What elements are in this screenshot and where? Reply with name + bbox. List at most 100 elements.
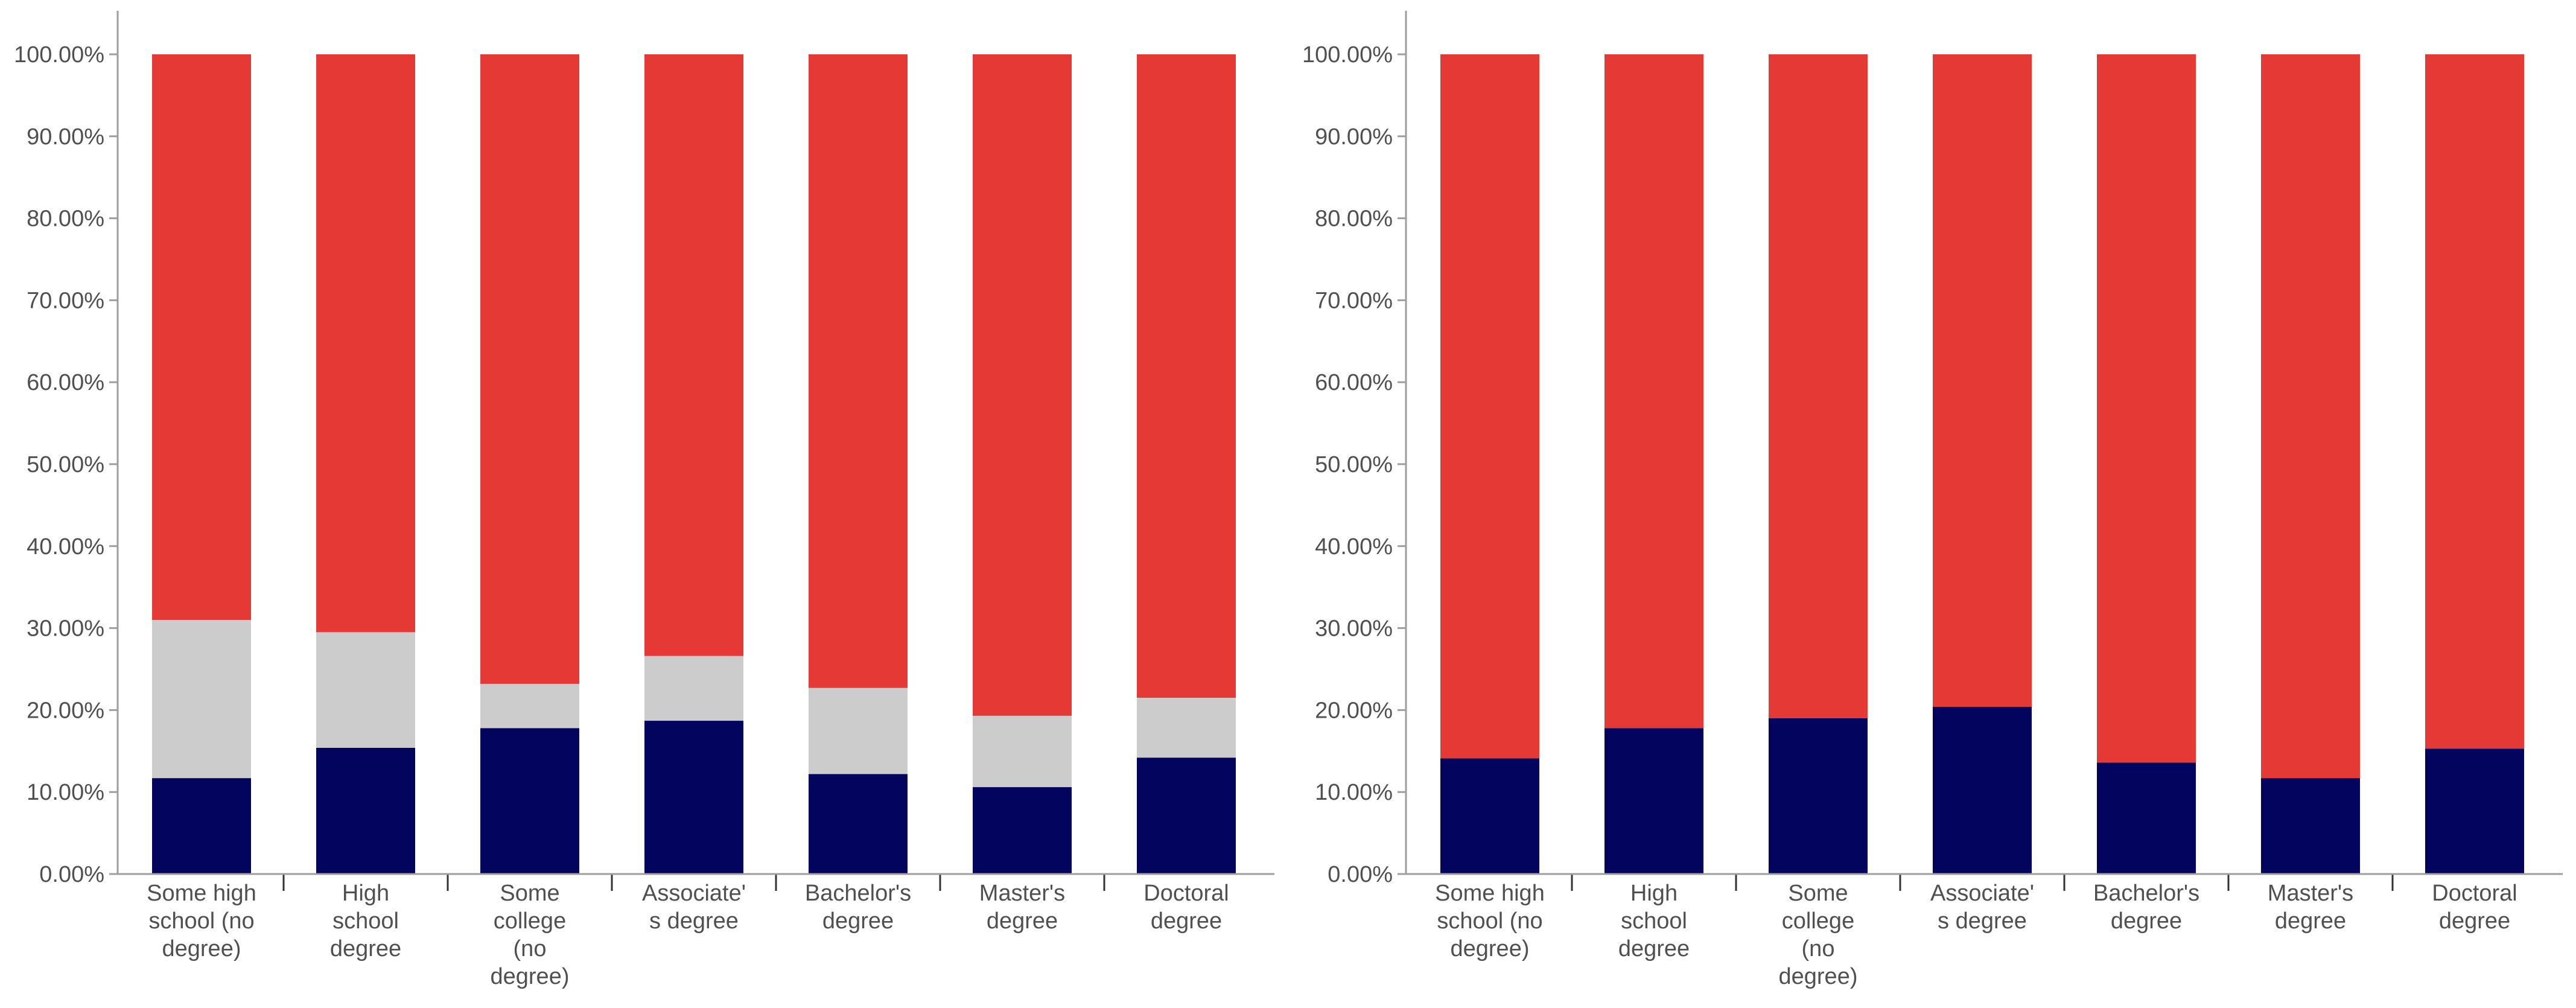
x-category-label: Some college (no degree) xyxy=(491,881,570,989)
bar-segment-top xyxy=(316,54,415,633)
y-tick-label: 30.00% xyxy=(1315,616,1393,642)
y-tick-label: 0.00% xyxy=(1328,862,1393,887)
bar-segment-middle xyxy=(1137,698,1236,758)
y-tick-label: 70.00% xyxy=(27,288,104,313)
bar-segment-top xyxy=(480,54,579,684)
y-tick-label: 100.00% xyxy=(14,42,104,68)
x-category-label: Some college (no degree) xyxy=(1779,881,1858,989)
x-category-label-line: High xyxy=(1630,881,1678,906)
stacked-bar-chart-right: 0.00% 10.00% 20.00% 30.00% 40.00% 50.00% 60.00… xyxy=(1302,11,2563,989)
bar-segment-top xyxy=(644,54,743,656)
x-category-label: Doctoral degree xyxy=(2432,881,2517,934)
bar-segment-bottom xyxy=(1769,718,1868,874)
x-category-label-line: Bachelor's xyxy=(805,881,911,906)
bar-segment-top xyxy=(1440,54,1539,759)
x-category-label: Some high school (no degree) xyxy=(147,881,256,962)
x-category-label-line: school (no xyxy=(148,908,254,934)
y-tick-label: 100.00% xyxy=(1302,42,1393,68)
x-category-label: Bachelor's degree xyxy=(2093,881,2199,934)
x-category-label-line: Master's xyxy=(2268,881,2353,906)
x-category-label-line: degree) xyxy=(1779,964,1858,989)
bar-segment-middle xyxy=(644,656,743,721)
x-category-label-line: college xyxy=(1782,908,1854,934)
stacked-bar-chart-left: 0.00% 10.00% 20.00% 30.00% 40.00% 50.00% 60.00… xyxy=(14,11,1274,989)
x-category-label-line: Doctoral xyxy=(1143,881,1229,906)
bar-segment-middle xyxy=(480,683,579,729)
bar-segment-bottom xyxy=(2425,748,2524,874)
x-category-label-line: (no xyxy=(1802,936,1835,962)
bar-segment-top xyxy=(2097,54,2196,763)
bar-segment-top xyxy=(809,54,908,688)
bar-segment-bottom xyxy=(809,774,908,874)
x-category-label-line: Some xyxy=(500,881,559,906)
bar-segment-middle xyxy=(809,687,908,774)
bar-segment-top xyxy=(1769,54,1868,718)
y-tick-label: 80.00% xyxy=(27,206,104,232)
bar-segment-bottom xyxy=(1604,728,1703,874)
x-category-label-line: school (no xyxy=(1437,908,1542,934)
bar-segment-bottom xyxy=(2097,762,2196,874)
bar-segment-top xyxy=(1604,54,1703,729)
x-category-label: High school degree xyxy=(330,881,401,962)
x-category-label-line: degree xyxy=(2439,908,2510,934)
y-tick-label: 60.00% xyxy=(1315,370,1393,395)
bar-segment-bottom xyxy=(1440,758,1539,874)
x-category-label: Associate' s degree xyxy=(642,881,746,934)
y-tick-label: 50.00% xyxy=(1315,452,1393,477)
chart-panel-left: 0.00% 10.00% 20.00% 30.00% 40.00% 50.00% 60.00… xyxy=(14,11,1274,989)
bar-segment-bottom xyxy=(644,721,743,874)
bar-segment-bottom xyxy=(1933,706,2032,874)
x-category-label-line: degree) xyxy=(491,964,570,989)
x-category-label-line: degree xyxy=(1618,936,1690,962)
x-category-label-line: High xyxy=(342,881,389,906)
x-category-label-line: degree xyxy=(2275,908,2346,934)
x-category-label-line: Master's xyxy=(979,881,1065,906)
x-category-label-line: (no xyxy=(514,936,547,962)
bar-segment-bottom xyxy=(2261,778,2360,874)
x-category-label: High school degree xyxy=(1618,881,1690,962)
x-category-label-line: Some high xyxy=(147,881,256,906)
x-category-label-line: Some xyxy=(1788,881,1848,906)
y-tick-label: 50.00% xyxy=(27,452,104,477)
bar-segment-top xyxy=(1137,54,1236,698)
x-category-label-line: degree) xyxy=(162,936,241,962)
bar-segment-bottom xyxy=(316,747,415,874)
y-tick-label: 60.00% xyxy=(27,370,104,395)
x-category-label-line: Associate' xyxy=(1930,881,2034,906)
y-tick-label: 40.00% xyxy=(27,534,104,560)
bar-segment-middle xyxy=(152,620,251,779)
bar-segment-bottom xyxy=(1137,758,1236,874)
x-category-label-line: degree xyxy=(330,936,401,962)
x-category-label-line: degree xyxy=(1151,908,1222,934)
x-category-label-line: degree) xyxy=(1451,936,1530,962)
x-category-label-line: s degree xyxy=(649,908,739,934)
x-category-label-line: degree xyxy=(2111,908,2182,934)
y-tick-label: 30.00% xyxy=(27,616,104,642)
bar-segment-top xyxy=(2261,54,2360,779)
x-category-label: Some high school (no degree) xyxy=(1435,881,1545,962)
y-tick-label: 0.00% xyxy=(39,862,104,887)
y-tick-label: 90.00% xyxy=(1315,124,1393,150)
bar-segment-middle xyxy=(316,632,415,748)
bar-segment-top xyxy=(973,54,1072,716)
x-category-label-line: degree xyxy=(987,908,1058,934)
bar-segment-top xyxy=(152,54,251,620)
x-category-label-line: college xyxy=(494,908,566,934)
x-category-label: Doctoral degree xyxy=(1143,881,1229,934)
y-tick-label: 80.00% xyxy=(1315,206,1393,232)
x-category-label: Master's degree xyxy=(979,881,1065,934)
chart-panel-right: 0.00% 10.00% 20.00% 30.00% 40.00% 50.00% 60.00… xyxy=(1288,0,2576,1008)
bar-segment-top xyxy=(1933,54,2032,707)
x-category-label-line: s degree xyxy=(1938,908,2027,934)
x-category-label-line: Some high xyxy=(1435,881,1545,906)
y-tick-label: 20.00% xyxy=(27,698,104,723)
x-category-label-line: Doctoral xyxy=(2432,881,2517,906)
x-category-label-line: Bachelor's xyxy=(2093,881,2199,906)
y-tick-label: 20.00% xyxy=(1315,698,1393,723)
x-category-label: Master's degree xyxy=(2268,881,2353,934)
bar-segment-middle xyxy=(973,715,1072,788)
bar-segment-bottom xyxy=(973,787,1072,874)
y-tick-label: 10.00% xyxy=(27,780,104,805)
bar-segment-top xyxy=(2425,54,2524,749)
x-category-label: Associate' s degree xyxy=(1930,881,2034,934)
